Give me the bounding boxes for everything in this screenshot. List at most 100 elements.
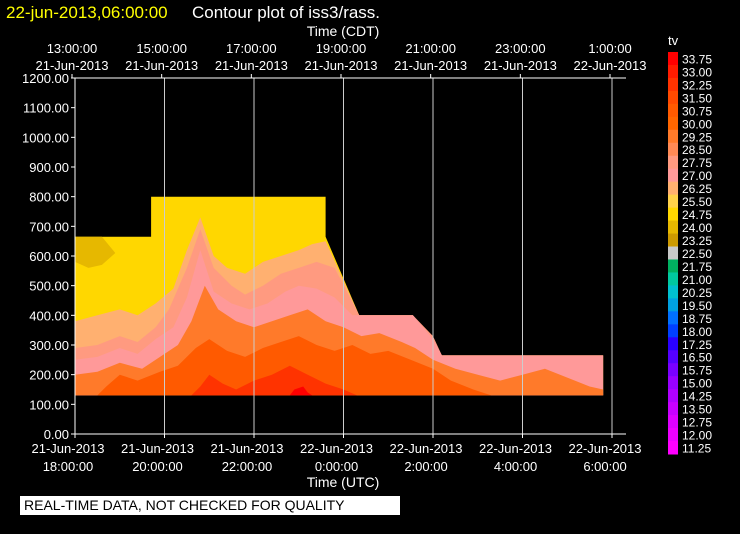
x-tick-date: 22-Jun-2013 [479,441,552,456]
y-axis-ticks: 0.00 100.00 200.00 300.00 400.00 500.00 600.00… [22,71,75,442]
colorbar-swatch [668,415,678,429]
x-tick-date: 21-Jun-2013 [32,441,105,456]
colorbar-level: 24.00 [682,221,712,235]
plot-title: Contour plot of iss3/rass. [192,3,380,22]
colorbar-swatch [668,428,678,442]
colorbar-level: 17.25 [682,338,712,352]
colorbar-swatch [668,298,678,312]
contour-band-red [191,365,357,396]
contour-cell-hot [289,386,313,396]
colorbar-level: 29.25 [682,130,712,144]
y-tick-label: 400.00 [29,308,69,323]
colorbar-level: 27.75 [682,156,712,170]
y-tick-label: 1000.00 [22,130,69,145]
top-tick-time: 17:00:00 [226,41,277,56]
y-tick-label: 700.00 [29,219,69,234]
top-tick-date: 21-Jun-2013 [125,58,198,73]
colorbar-level: 32.25 [682,78,712,92]
quality-warning: REAL-TIME DATA, NOT CHECKED FOR QUALITY [20,496,400,515]
colorbar-level: 15.00 [682,377,712,391]
top-tick-date: 22-Jun-2013 [574,58,647,73]
contour-regions [75,196,604,396]
top-tick-time: 23:00:00 [495,41,546,56]
x-tick-time: 18:00:00 [43,459,94,474]
colorbar-swatch [668,350,678,364]
y-tick-label: 1100.00 [23,101,69,116]
x-tick-time: 4:00:00 [494,459,537,474]
colorbar-swatch [668,220,678,235]
top-tick-time: 13:00:00 [47,41,98,56]
timestamp-label: 22-jun-2013,06:00:00 [6,3,168,22]
top-tick-time: 21:00:00 [405,41,456,56]
colorbar-swatch [668,142,678,157]
colorbar-level: 18.75 [682,312,712,326]
colorbar-swatch [668,272,678,286]
top-axis-label: Time (CDT) [307,23,380,39]
top-tick-date: 21-Jun-2013 [484,58,557,73]
top-tick-date: 21-Jun-2013 [394,58,467,73]
y-tick-label: 300.00 [29,338,69,353]
colorbar-swatch [668,207,678,222]
colorbar-swatch [668,311,678,325]
colorbar-level: 27.00 [682,169,712,183]
colorbar-level: 18.00 [682,325,712,339]
x-tick-date: 22-Jun-2013 [569,441,642,456]
colorbar-level: 33.75 [682,52,712,66]
colorbar-level: 23.25 [682,234,712,248]
colorbar-level: 30.00 [682,117,712,131]
colorbar-swatch [668,52,678,66]
colorbar-swatch [668,129,678,144]
x-tick-time: 0:00:00 [315,459,358,474]
colorbar-label: tv [668,33,679,48]
top-tick-date: 21-Jun-2013 [305,58,378,73]
x-tick-time: 6:00:00 [583,459,626,474]
top-tick-date: 21-Jun-2013 [215,58,288,73]
colorbar-level: 22.50 [682,247,712,261]
colorbar-swatch [668,90,678,105]
top-tick-time: 19:00:00 [316,41,367,56]
x-axis-ticks-top: 13:00:00 21-Jun-2013 15:00:00 21-Jun-2013 17… [36,41,647,78]
colorbar-swatch [668,155,678,170]
colorbar-swatch [668,77,678,92]
colorbar-swatch [668,376,678,390]
top-tick-date: 21-Jun-2013 [36,58,109,73]
colorbar-level: 24.75 [682,208,712,222]
colorbar-swatch [668,246,678,260]
colorbar-level: 12.00 [682,429,712,443]
colorbar-level: 33.00 [682,65,712,79]
colorbar-level: 15.75 [682,364,712,378]
top-tick-time: 15:00:00 [136,41,187,56]
y-tick-label: 200.00 [29,368,69,383]
colorbar-swatch [668,363,678,377]
contour-band-red-orange [97,336,492,396]
colorbar-swatch [668,285,678,299]
colorbar-level: 31.50 [682,91,712,105]
colorbar-level: 14.25 [682,390,712,404]
y-tick-label: 800.00 [29,190,69,205]
bottom-axis-label: Time (UTC) [307,474,380,490]
x-tick-date: 21-Jun-2013 [121,441,194,456]
colorbar-swatch [668,64,678,79]
y-tick-label: 0.00 [44,427,69,442]
y-tick-label: 500.00 [29,279,69,294]
colorbar-swatch [668,116,678,131]
colorbar-level: 28.50 [682,143,712,157]
colorbar-level: 13.50 [682,403,712,417]
y-tick-label: 1200.00 [22,71,69,86]
colorbar-level: 21.75 [682,260,712,274]
colorbar-swatch [668,441,678,455]
colorbar-level: 16.50 [682,351,712,365]
colorbar-level: 30.75 [682,104,712,118]
x-axis-ticks-bottom: 21-Jun-2013 18:00:00 21-Jun-2013 20:00:00 21… [32,434,642,474]
colorbar-swatch [668,389,678,403]
colorbar-level: 21.00 [682,273,712,287]
colorbar-swatch [668,194,678,209]
colorbar-level: 19.50 [682,299,712,313]
x-tick-date: 22-Jun-2013 [300,441,373,456]
colorbar-swatch [668,337,678,351]
colorbar: 33.7533.0032.2531.5030.7530.0029.2528.50… [668,52,712,456]
colorbar-swatch [668,324,678,338]
y-tick-label: 100.00 [29,397,69,412]
y-tick-label: 600.00 [29,249,69,264]
colorbar-swatch [668,402,678,416]
